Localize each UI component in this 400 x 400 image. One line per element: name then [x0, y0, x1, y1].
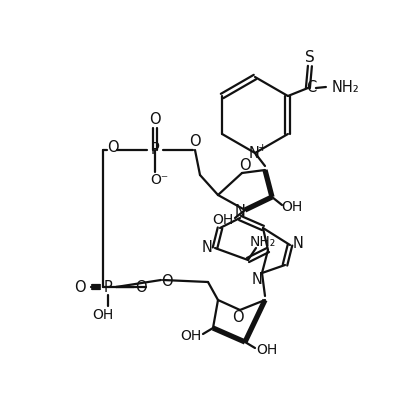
Text: OH: OH — [256, 343, 278, 357]
Text: O: O — [135, 280, 147, 294]
Text: NH₂: NH₂ — [250, 235, 276, 249]
Text: N: N — [248, 146, 260, 160]
Text: P: P — [151, 142, 159, 158]
Text: OH: OH — [281, 200, 303, 214]
Text: C: C — [306, 80, 316, 94]
Text: N: N — [292, 236, 304, 250]
Text: S: S — [305, 50, 315, 66]
Text: N: N — [252, 272, 262, 288]
Text: OH: OH — [212, 213, 234, 227]
Text: N: N — [202, 240, 212, 254]
Text: OH: OH — [180, 329, 202, 343]
Text: P: P — [104, 280, 112, 294]
Text: OH: OH — [92, 308, 114, 322]
Text: O: O — [232, 310, 244, 326]
Text: N: N — [234, 204, 246, 218]
Text: NH₂: NH₂ — [332, 80, 360, 94]
Text: O: O — [189, 134, 201, 150]
Text: O: O — [161, 274, 173, 290]
Text: O: O — [107, 140, 119, 156]
Text: O: O — [74, 280, 86, 294]
Text: +: + — [257, 143, 267, 153]
Text: O: O — [149, 112, 161, 128]
Text: O: O — [239, 158, 251, 174]
Text: O⁻: O⁻ — [150, 173, 168, 187]
